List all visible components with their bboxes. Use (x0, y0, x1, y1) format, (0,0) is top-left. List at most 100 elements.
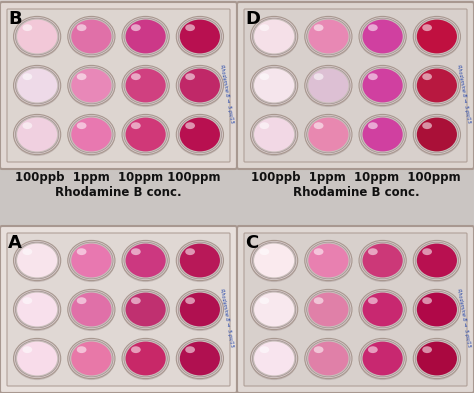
Ellipse shape (422, 24, 432, 31)
Ellipse shape (14, 18, 61, 58)
Ellipse shape (251, 338, 298, 378)
Ellipse shape (17, 118, 57, 151)
Ellipse shape (261, 73, 288, 93)
Ellipse shape (308, 69, 348, 103)
Ellipse shape (17, 244, 57, 277)
FancyBboxPatch shape (237, 226, 474, 393)
Ellipse shape (14, 114, 61, 154)
Ellipse shape (369, 24, 396, 44)
Ellipse shape (24, 73, 51, 93)
Ellipse shape (251, 289, 298, 330)
Ellipse shape (14, 241, 61, 281)
Ellipse shape (122, 241, 169, 281)
Ellipse shape (68, 291, 115, 331)
Ellipse shape (178, 340, 221, 377)
Ellipse shape (314, 24, 323, 31)
Ellipse shape (363, 118, 403, 151)
Ellipse shape (307, 242, 350, 279)
Ellipse shape (253, 116, 296, 153)
Ellipse shape (251, 241, 298, 281)
Ellipse shape (131, 346, 141, 353)
Ellipse shape (423, 248, 450, 268)
FancyBboxPatch shape (7, 9, 230, 162)
Bar (0, 165, 474, 225)
Ellipse shape (180, 342, 220, 375)
Ellipse shape (126, 244, 166, 277)
Ellipse shape (314, 248, 323, 255)
Ellipse shape (68, 242, 115, 282)
Ellipse shape (261, 122, 288, 142)
Ellipse shape (305, 17, 352, 57)
Ellipse shape (415, 291, 458, 328)
Ellipse shape (415, 116, 458, 153)
Ellipse shape (413, 17, 460, 57)
Ellipse shape (68, 289, 115, 330)
Ellipse shape (253, 291, 296, 328)
Ellipse shape (359, 116, 406, 156)
Ellipse shape (253, 242, 296, 279)
Ellipse shape (361, 116, 404, 153)
Ellipse shape (122, 291, 169, 331)
Ellipse shape (305, 242, 352, 282)
Ellipse shape (423, 73, 450, 93)
Ellipse shape (71, 20, 111, 53)
Ellipse shape (176, 67, 223, 107)
Ellipse shape (423, 346, 450, 366)
Ellipse shape (176, 338, 223, 378)
Ellipse shape (14, 289, 61, 330)
Ellipse shape (122, 67, 169, 107)
Ellipse shape (68, 65, 115, 106)
Ellipse shape (77, 122, 86, 129)
Ellipse shape (315, 346, 342, 366)
Ellipse shape (68, 241, 115, 281)
Ellipse shape (423, 24, 450, 44)
Ellipse shape (124, 291, 167, 328)
Ellipse shape (68, 114, 115, 154)
Ellipse shape (368, 24, 378, 31)
Ellipse shape (176, 18, 223, 58)
Ellipse shape (361, 242, 404, 279)
Ellipse shape (22, 248, 32, 255)
Ellipse shape (16, 340, 59, 377)
Ellipse shape (314, 73, 323, 80)
Ellipse shape (413, 67, 460, 107)
Ellipse shape (185, 24, 195, 31)
Ellipse shape (14, 338, 61, 378)
Ellipse shape (417, 20, 457, 53)
Ellipse shape (359, 65, 406, 106)
Ellipse shape (71, 244, 111, 277)
Ellipse shape (368, 73, 378, 80)
Ellipse shape (259, 122, 269, 129)
Ellipse shape (132, 297, 159, 317)
FancyBboxPatch shape (244, 233, 467, 386)
Ellipse shape (308, 293, 348, 327)
Ellipse shape (417, 118, 457, 151)
Ellipse shape (24, 122, 51, 142)
Text: Rhodamine B conc.: Rhodamine B conc. (292, 186, 419, 199)
Ellipse shape (68, 67, 115, 107)
FancyBboxPatch shape (237, 2, 474, 169)
Ellipse shape (251, 18, 298, 58)
Ellipse shape (124, 116, 167, 153)
Ellipse shape (368, 297, 378, 304)
FancyBboxPatch shape (7, 233, 230, 386)
Ellipse shape (315, 73, 342, 93)
Ellipse shape (251, 114, 298, 154)
Ellipse shape (186, 122, 213, 142)
Text: Rhodamine B →  5.ps/15: Rhodamine B → 5.ps/15 (456, 288, 472, 347)
Text: Rhodamine B →  5.ps/15: Rhodamine B → 5.ps/15 (219, 64, 235, 123)
Ellipse shape (132, 346, 159, 366)
Ellipse shape (422, 73, 432, 80)
Ellipse shape (361, 18, 404, 55)
Ellipse shape (14, 116, 61, 156)
Ellipse shape (14, 67, 61, 107)
Ellipse shape (359, 242, 406, 282)
Ellipse shape (308, 118, 348, 151)
Ellipse shape (71, 342, 111, 375)
Ellipse shape (254, 342, 294, 375)
Ellipse shape (70, 242, 113, 279)
Ellipse shape (176, 289, 223, 330)
Ellipse shape (417, 69, 457, 103)
Ellipse shape (259, 248, 269, 255)
FancyBboxPatch shape (0, 2, 237, 169)
